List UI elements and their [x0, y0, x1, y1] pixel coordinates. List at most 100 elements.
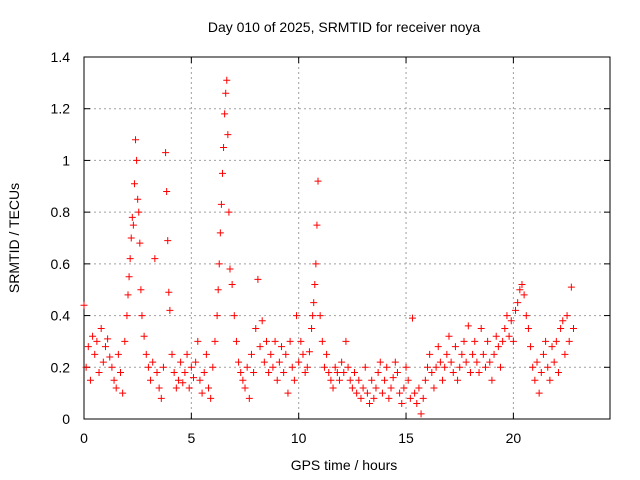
data-point: [126, 255, 134, 263]
data-point: [235, 358, 243, 366]
data-point: [166, 306, 174, 314]
data-point: [121, 337, 129, 345]
data-point: [313, 221, 321, 229]
data-point: [550, 358, 558, 366]
data-point: [469, 350, 477, 358]
data-point: [363, 389, 371, 397]
data-point: [492, 332, 500, 340]
data-point: [194, 337, 202, 345]
x-axis-label: GPS time / hours: [291, 457, 398, 473]
data-point: [101, 343, 109, 351]
data-point: [389, 374, 397, 382]
data-point: [477, 325, 485, 332]
data-point: [95, 368, 103, 376]
data-point: [312, 260, 320, 268]
data-point: [149, 358, 157, 366]
data-point: [522, 312, 530, 320]
data-point: [252, 325, 260, 332]
data-point: [225, 208, 233, 216]
data-point: [557, 325, 565, 332]
data-point: [531, 376, 539, 384]
data-point: [108, 363, 116, 371]
data-point: [243, 363, 251, 371]
data-point: [183, 350, 191, 358]
data-point: [361, 363, 369, 371]
data-point: [400, 384, 408, 392]
data-point: [456, 363, 464, 371]
data-point: [247, 350, 255, 358]
data-point: [481, 363, 489, 371]
data-point: [398, 399, 406, 407]
data-point: [275, 358, 283, 366]
data-point: [258, 317, 266, 325]
data-point: [404, 376, 412, 384]
data-point: [434, 343, 442, 351]
data-point: [466, 368, 474, 376]
data-point: [546, 376, 554, 384]
x-tick-label: 0: [80, 430, 88, 446]
data-point: [475, 368, 483, 376]
data-point: [278, 343, 286, 351]
data-point: [221, 110, 229, 118]
data-point: [335, 376, 343, 384]
data-point: [301, 368, 309, 376]
data-point: [419, 394, 427, 402]
plot-frame: [83, 56, 611, 420]
data-point: [132, 136, 140, 144]
data-point: [137, 286, 145, 294]
x-tick-label: 15: [398, 430, 414, 446]
data-point: [342, 337, 350, 345]
data-point: [114, 350, 122, 358]
data-point: [344, 363, 352, 371]
data-point: [340, 368, 348, 376]
data-point: [286, 337, 294, 345]
data-point: [174, 376, 182, 384]
data-point: [299, 350, 307, 358]
data-point: [220, 144, 228, 151]
data-point: [316, 312, 324, 320]
data-point: [499, 337, 507, 345]
data-point: [331, 363, 339, 371]
x-tick-label: 10: [291, 430, 307, 446]
data-point: [213, 312, 221, 320]
data-point: [172, 384, 180, 392]
data-point: [135, 208, 143, 216]
data-point: [372, 384, 380, 392]
data-point: [162, 149, 170, 157]
data-point: [348, 384, 356, 392]
y-tick-label: 1: [62, 152, 70, 168]
data-point: [346, 376, 354, 384]
data-point: [391, 358, 399, 366]
data-point: [185, 384, 193, 392]
data-point: [357, 394, 365, 402]
data-point: [408, 314, 416, 322]
data-point: [198, 389, 206, 397]
data-point: [130, 180, 138, 188]
data-point: [479, 350, 487, 358]
data-point: [473, 358, 481, 366]
data-point: [136, 239, 144, 247]
data-point: [127, 234, 135, 242]
data-point: [548, 343, 556, 351]
data-point: [524, 325, 532, 332]
data-point: [205, 384, 213, 392]
data-point: [374, 368, 382, 376]
data-point: [308, 325, 316, 332]
data-point: [181, 368, 189, 376]
data-point: [119, 389, 127, 397]
data-point: [89, 332, 97, 340]
grid-lines: [84, 57, 610, 419]
data-points: [80, 76, 578, 418]
data-point: [153, 368, 161, 376]
data-point: [387, 384, 395, 392]
data-point: [447, 358, 455, 366]
data-point: [226, 265, 234, 273]
data-point: [497, 363, 505, 371]
data-point: [559, 317, 567, 325]
data-point: [417, 410, 425, 418]
data-point: [142, 350, 150, 358]
x-tick-label: 20: [506, 430, 522, 446]
data-point: [393, 368, 401, 376]
chart-title: Day 010 of 2025, SRMTID for receiver noy…: [208, 19, 481, 35]
